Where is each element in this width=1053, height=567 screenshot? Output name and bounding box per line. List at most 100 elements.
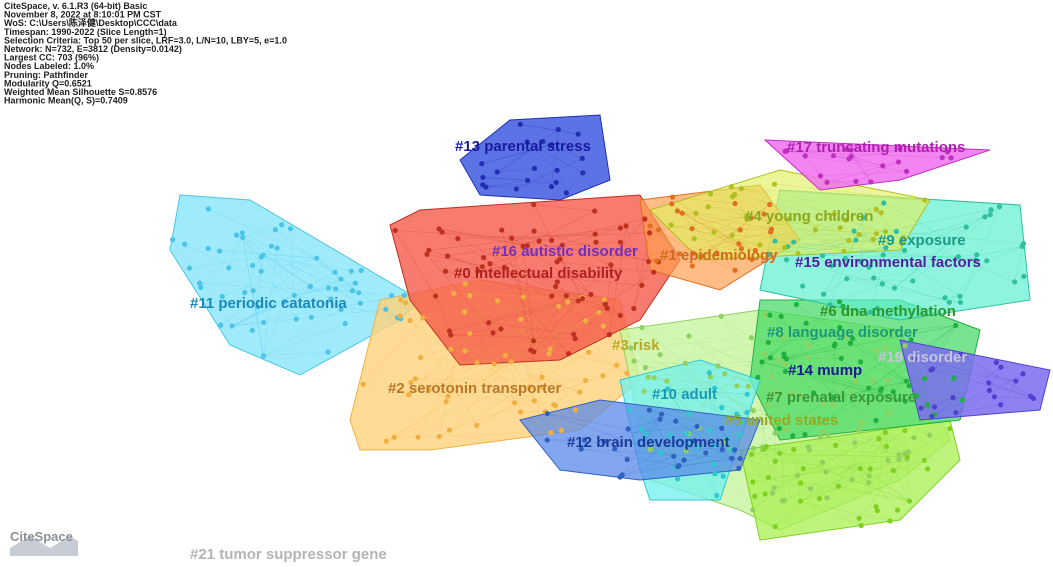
node (352, 280, 358, 286)
node (957, 299, 964, 305)
node (554, 259, 560, 265)
edge (960, 206, 1000, 303)
node (764, 402, 770, 408)
node (540, 384, 546, 391)
edge (701, 204, 770, 257)
edge (851, 156, 883, 167)
cluster-label: #5 united states (725, 412, 838, 429)
edge (694, 238, 760, 246)
node (658, 450, 664, 456)
node (795, 250, 801, 257)
edge (774, 183, 925, 201)
edge (785, 151, 948, 153)
node (788, 391, 794, 398)
edge (386, 401, 447, 442)
node (942, 295, 948, 301)
edge (410, 320, 586, 383)
edge (405, 302, 546, 412)
edge (426, 254, 494, 334)
edge (775, 500, 801, 527)
cluster-label: #8 language disorder (767, 324, 918, 341)
edge (732, 196, 845, 252)
node (694, 423, 700, 430)
edge (708, 206, 847, 221)
node (903, 168, 910, 175)
node (475, 268, 481, 274)
node (397, 313, 403, 319)
node (838, 355, 844, 362)
node (491, 361, 497, 367)
node (646, 230, 653, 236)
edge (774, 479, 853, 489)
edge (358, 292, 401, 320)
node (880, 252, 886, 258)
node (572, 336, 578, 342)
node (830, 153, 837, 159)
node (715, 363, 721, 369)
node (824, 179, 830, 185)
cluster-label: #4 young children (745, 208, 873, 225)
edge (989, 366, 1002, 391)
node (664, 378, 670, 384)
node (553, 283, 559, 290)
node (582, 377, 589, 384)
edge (488, 322, 574, 335)
node (217, 248, 223, 254)
node (646, 407, 652, 413)
node (524, 177, 531, 184)
edge (800, 500, 862, 526)
edge (761, 361, 906, 402)
node (432, 293, 439, 299)
node (768, 229, 774, 235)
node (953, 409, 959, 416)
node (486, 320, 492, 326)
cluster-label: #19 disorder (878, 349, 967, 366)
node (852, 378, 858, 384)
edge (553, 380, 586, 405)
edge (644, 390, 791, 395)
edge (931, 390, 990, 417)
node (820, 459, 826, 465)
node (755, 374, 761, 380)
edge (931, 366, 1002, 417)
node (349, 288, 355, 294)
edge (682, 212, 739, 245)
node (819, 253, 826, 259)
edge (400, 299, 477, 426)
edge (316, 257, 359, 293)
edge (550, 301, 569, 350)
edge (547, 426, 698, 441)
edge (620, 241, 659, 263)
edge (762, 437, 915, 451)
node (986, 380, 992, 386)
node (836, 299, 843, 305)
node (690, 250, 696, 256)
edge (232, 322, 264, 327)
edge (894, 209, 992, 289)
node (744, 409, 750, 415)
edge (752, 456, 908, 483)
node (617, 239, 624, 245)
node (703, 450, 709, 456)
node (398, 297, 404, 303)
node (356, 290, 362, 296)
edge (222, 257, 317, 297)
edge (820, 171, 907, 177)
edge (800, 500, 891, 522)
edge (691, 228, 756, 251)
edge (533, 218, 646, 352)
node (260, 353, 267, 359)
node (250, 288, 256, 294)
node (683, 448, 689, 454)
edge (551, 129, 559, 187)
node (837, 225, 843, 231)
edge (786, 150, 849, 160)
node (851, 228, 857, 234)
node (782, 368, 789, 375)
node (462, 281, 468, 287)
node (520, 294, 526, 300)
node (287, 226, 294, 232)
node (835, 483, 842, 489)
info-line: Pruning: Pathfinder (4, 70, 88, 80)
cluster-label: #3 risk (612, 337, 660, 354)
